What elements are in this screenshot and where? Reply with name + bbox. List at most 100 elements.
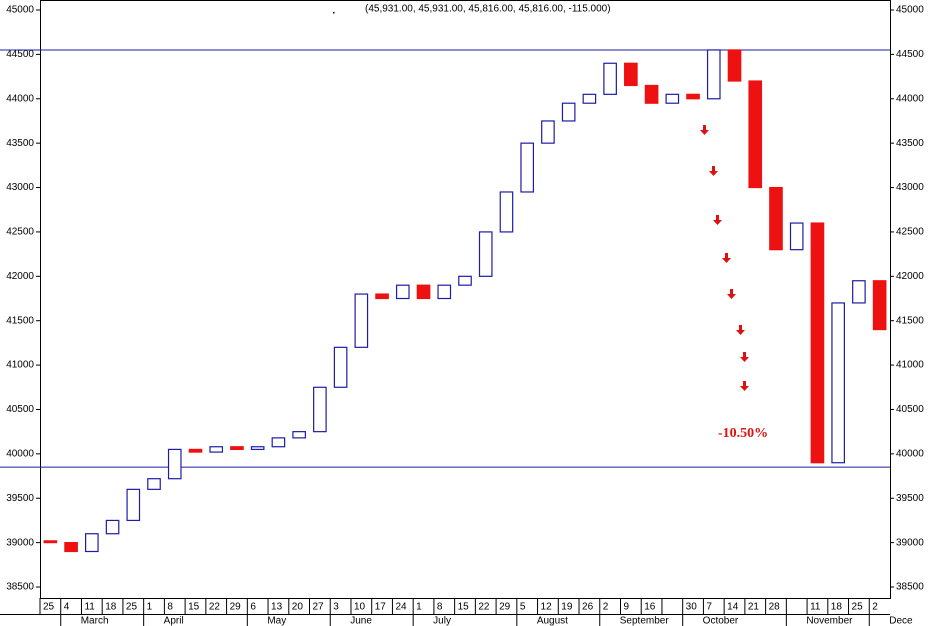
dot	[333, 12, 335, 14]
candle-up	[250, 446, 265, 451]
y-tick-label-right: 44500	[896, 49, 924, 60]
month-label: March	[81, 616, 109, 626]
y-tick-label-right: 39000	[896, 537, 924, 548]
month-label: June	[350, 616, 372, 626]
x-tick-label: 2	[872, 602, 878, 613]
y-tick-label: 38500	[6, 582, 34, 593]
candle-up	[852, 280, 866, 304]
y-tick-label-right: 41500	[896, 315, 924, 326]
candle-up	[437, 284, 452, 300]
candle-down	[230, 446, 244, 451]
candle-up	[603, 62, 617, 95]
y-tick-label-right: 45000	[896, 5, 924, 16]
candle-up	[354, 293, 369, 348]
x-tick-label: 28	[769, 602, 781, 613]
candle-up	[831, 302, 845, 464]
candle-down	[624, 62, 638, 87]
y-tick-label: 40500	[6, 404, 34, 415]
month-label: August	[537, 616, 568, 626]
candle-up	[561, 102, 576, 122]
x-tick-label: 16	[644, 602, 656, 613]
candle-down	[810, 222, 825, 464]
candle-up	[105, 519, 120, 535]
x-tick-label: 24	[395, 602, 407, 613]
y-tick-label-right: 42500	[896, 227, 924, 238]
candle-down	[43, 540, 58, 544]
x-tick-label: 8	[437, 602, 443, 613]
y-tick-label-right: 38500	[896, 582, 924, 593]
candle-up	[271, 437, 286, 448]
month-label: November	[806, 616, 853, 626]
x-tick-label: 27	[313, 602, 325, 613]
candle-down	[872, 280, 887, 331]
month-label: July	[433, 616, 451, 626]
header-values: (45,931.00, 45,931.00, 45,816.00, 45,816…	[365, 4, 611, 15]
x-tick-label: 4	[64, 602, 70, 613]
candle-down	[416, 284, 431, 300]
y-tick-label: 39500	[6, 493, 34, 504]
y-tick-label-right: 44000	[896, 93, 924, 104]
candle-up	[126, 488, 141, 522]
y-tick-label: 43000	[6, 182, 34, 193]
x-tick-label: 1	[147, 602, 153, 613]
x-tick-label: 5	[520, 602, 526, 613]
month-label: April	[164, 616, 184, 626]
arrows	[700, 125, 749, 391]
month-label: Dece	[889, 616, 913, 626]
y-tick-label: 44000	[6, 93, 34, 104]
month-label: May	[267, 616, 286, 626]
candle-down	[375, 293, 389, 300]
y-tick-label: 44500	[6, 49, 34, 60]
x-tick-label: 18	[831, 602, 843, 613]
candle-up	[665, 93, 680, 104]
x-tick-label: 11	[84, 602, 95, 613]
y-tick-label: 42500	[6, 227, 34, 238]
x-tick-label: 6	[250, 602, 256, 613]
x-tick-label: 26	[582, 602, 594, 613]
y-tick-label: 42000	[6, 271, 34, 282]
candle-up	[789, 222, 804, 251]
month-label: September	[620, 616, 670, 626]
y-tick-label: 43500	[6, 138, 34, 149]
y-tick-label: 39000	[6, 537, 34, 548]
y-tick-label: 41500	[6, 315, 34, 326]
candle-up	[292, 431, 306, 439]
x-tick-label: 10	[354, 602, 366, 613]
candle-up	[478, 231, 493, 277]
y-tick-label: 45000	[6, 5, 34, 16]
x-tick-label: 9	[623, 602, 629, 613]
x-tick-label: 8	[167, 602, 173, 613]
y-tick-label-right: 43500	[896, 138, 924, 149]
x-tick-label: 7	[706, 602, 712, 613]
x-tick-label: 13	[271, 602, 283, 613]
x-tick-label: 25	[126, 602, 138, 613]
candle-down	[769, 186, 783, 251]
y-tick-label-right: 42000	[896, 271, 924, 282]
candle-up	[167, 448, 182, 480]
x-tick-label: 21	[748, 602, 760, 613]
candle-down	[727, 49, 742, 82]
x-tick-label: 22	[209, 602, 221, 613]
candle-up	[333, 346, 348, 388]
x-tick-label: 20	[292, 602, 304, 613]
x-tick-label: 18	[105, 602, 117, 613]
y-tick-label-right: 41000	[896, 360, 924, 371]
candle-down	[64, 542, 78, 553]
x-tick-label: 29	[499, 602, 511, 613]
candle-up	[147, 478, 161, 490]
candle-down	[748, 80, 763, 189]
x-tick-label: 12	[541, 602, 553, 613]
y-tick-label-right: 43000	[896, 182, 924, 193]
plot-frame	[40, 0, 891, 599]
candle-down	[686, 93, 700, 100]
candle-down	[188, 448, 203, 453]
x-tick-label: 11	[810, 602, 821, 613]
candle-up	[520, 142, 535, 193]
x-tick-label: 3	[333, 602, 339, 613]
candle-up	[209, 446, 224, 453]
y-tick-label-right: 40000	[896, 448, 924, 459]
candle-up	[541, 120, 555, 144]
candle-up	[706, 49, 721, 100]
x-tick-label: 19	[561, 602, 573, 613]
